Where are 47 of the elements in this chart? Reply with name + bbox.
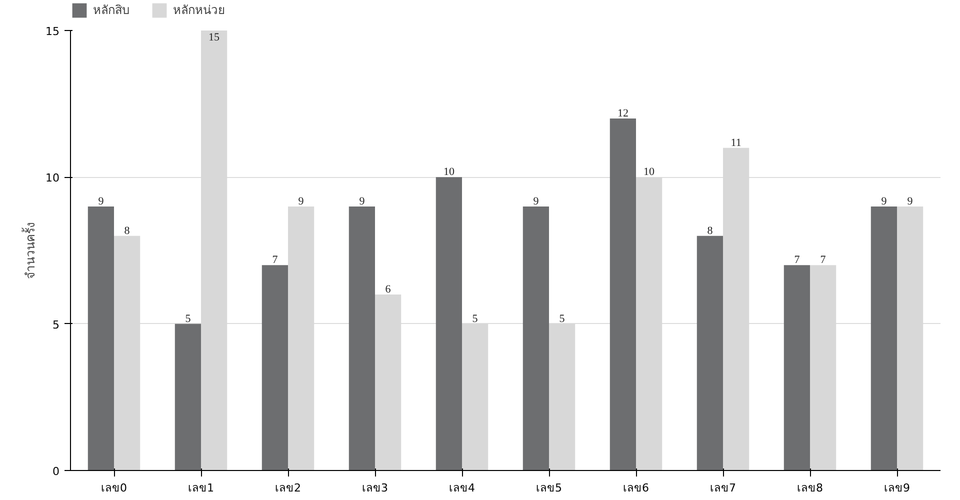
x-tick-label: เลข9 [884, 482, 910, 494]
data-label: 8 [124, 224, 130, 237]
data-label: 7 [820, 254, 826, 266]
bar [174, 324, 201, 470]
bar [696, 236, 723, 470]
x-tick-label: เลข0 [101, 482, 127, 494]
data-label: 9 [881, 196, 888, 208]
data-label: 8 [707, 224, 714, 237]
y-tick-label: 0 [52, 465, 60, 478]
y-axis-title: จำนวนครั้ง [22, 222, 38, 279]
data-label: 12 [617, 108, 628, 120]
y-tick-label: 5 [52, 318, 60, 332]
bar [610, 118, 636, 470]
x-tick-label: เลข7 [710, 482, 736, 494]
data-label: 6 [385, 284, 392, 296]
data-label: 10 [443, 166, 455, 178]
data-label: 7 [272, 254, 278, 266]
data-label: 5 [559, 312, 566, 325]
data-label: 7 [794, 254, 800, 266]
x-tick-label: เลข5 [536, 482, 562, 494]
bar [522, 206, 549, 470]
data-label: 9 [359, 196, 366, 208]
bar [784, 265, 810, 470]
bar [348, 206, 375, 470]
data-label: 10 [644, 166, 656, 178]
x-tick-label: เลข8 [797, 482, 823, 494]
x-tick-label: เลข2 [275, 482, 301, 494]
bar [870, 206, 897, 470]
x-tick-label: เลข1 [188, 482, 214, 494]
data-label: 9 [907, 196, 914, 208]
data-label: 5 [472, 312, 478, 325]
y-tick-label: 10 [46, 172, 60, 185]
data-label: 9 [98, 196, 104, 208]
bar [436, 177, 462, 470]
legend-label: หลักหน่วย [173, 2, 225, 19]
data-label: 11 [730, 136, 742, 149]
x-tick-label: เลข4 [449, 482, 475, 494]
data-label: 5 [185, 312, 192, 325]
legend-label: หลักสิบ [93, 2, 130, 19]
data-label: 9 [298, 196, 304, 208]
bar [88, 206, 114, 470]
y-tick-label: 15 [46, 25, 60, 38]
x-tick-label: เลข3 [362, 482, 388, 494]
data-label: 9 [533, 196, 540, 208]
data-label: 15 [208, 32, 220, 44]
x-tick-label: เลข6 [623, 482, 649, 494]
bar [262, 265, 288, 470]
